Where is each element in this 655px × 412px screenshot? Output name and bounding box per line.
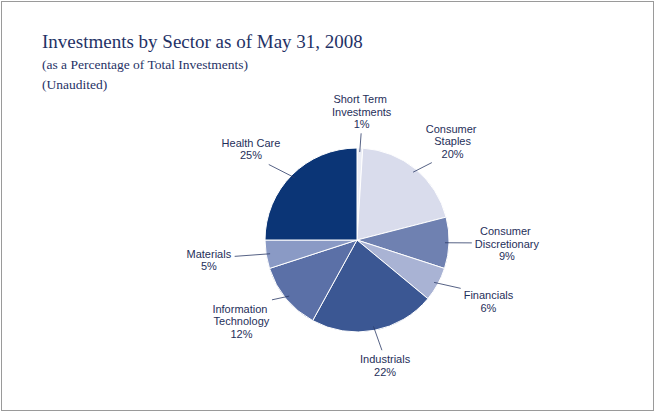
leader-line — [445, 242, 472, 243]
category-label-line: Technology — [214, 315, 270, 327]
value-label: 12% — [230, 328, 252, 340]
data-label: Industrials22% — [360, 353, 411, 378]
annotation: (Unaudited) — [42, 77, 107, 92]
value-label: 6% — [480, 302, 496, 314]
category-label-line: Industrials — [360, 353, 411, 365]
category-label: Health Care — [222, 137, 281, 149]
category-label: Materials — [187, 248, 232, 260]
category-label-line: Short Term — [333, 93, 390, 105]
value-label: 25% — [240, 149, 262, 161]
category-label: Short Term Investments — [332, 93, 392, 118]
category-label: Financials — [464, 289, 514, 301]
chart-container: Investments by Sector as of May 31, 2008… — [0, 0, 655, 412]
category-label-line: Health Care — [222, 137, 281, 149]
data-label: Short Term Investments1% — [332, 93, 392, 130]
pie — [265, 148, 449, 332]
title: Investments by Sector as of May 31, 2008 — [42, 31, 363, 52]
category-label-line: Materials — [187, 248, 232, 260]
leader-line — [373, 326, 381, 350]
data-label: Health Care25% — [222, 137, 281, 162]
leader-line — [360, 133, 361, 152]
value-label: 9% — [499, 250, 515, 262]
chart-svg: Investments by Sector as of May 31, 2008… — [0, 0, 655, 412]
category-label-line: Information — [212, 303, 270, 315]
pie-slice — [265, 148, 357, 240]
category-label-line: Financials — [464, 289, 514, 301]
leader-line — [269, 164, 295, 177]
pie-slice — [265, 240, 357, 268]
category-label: Industrials — [360, 353, 411, 365]
labels: Short Term Investments1% Consumer Staples… — [187, 93, 540, 377]
category-label: Consumer Staples — [426, 123, 480, 148]
data-label: Consumer Staples20% — [426, 123, 480, 160]
subtitle: (as a Percentage of Total Investments) — [42, 57, 248, 72]
category-label-line: Discretionary — [475, 238, 540, 250]
category-label: Information Technology — [212, 303, 270, 328]
value-label: 1% — [354, 118, 370, 130]
category-label-line: Investments — [332, 106, 392, 118]
value-label: 20% — [442, 148, 464, 160]
leader-line — [272, 296, 289, 300]
data-label: Information Technology12% — [212, 303, 270, 340]
leader-line — [235, 254, 270, 257]
value-label: 22% — [374, 366, 396, 378]
value-label: 5% — [201, 260, 217, 272]
data-label: Financials6% — [464, 289, 514, 314]
category-label-line: Staples — [434, 135, 471, 147]
category-label-line: Consumer — [480, 225, 534, 237]
data-label: Materials5% — [187, 248, 232, 273]
leader-line — [434, 282, 461, 288]
category-label-line: Consumer — [426, 123, 480, 135]
frame — [2, 2, 654, 411]
leader-line — [413, 163, 432, 173]
data-label: Consumer Discretionary9% — [475, 225, 540, 262]
category-label: Consumer Discretionary — [475, 225, 540, 250]
